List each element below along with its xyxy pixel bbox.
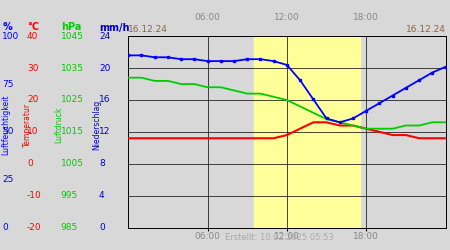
Text: 995: 995	[61, 191, 78, 200]
Text: %: %	[2, 22, 12, 32]
Text: 30: 30	[27, 64, 39, 72]
Text: °C: °C	[27, 22, 39, 32]
Text: -20: -20	[27, 223, 41, 232]
Text: 1005: 1005	[61, 159, 84, 168]
Bar	[254, 36, 360, 228]
Text: 100: 100	[2, 32, 19, 41]
Text: Erstellt: 10.02.2025 05:53: Erstellt: 10.02.2025 05:53	[225, 234, 333, 242]
Text: 06:00: 06:00	[194, 14, 220, 22]
Text: Luftfeuchtigkeit: Luftfeuchtigkeit	[1, 95, 10, 155]
Text: 985: 985	[61, 223, 78, 232]
Text: 16.12.24: 16.12.24	[128, 25, 168, 34]
Text: 8: 8	[99, 159, 105, 168]
Text: 0: 0	[99, 223, 105, 232]
Text: 1035: 1035	[61, 64, 84, 72]
Text: 20: 20	[27, 96, 38, 104]
Text: 0: 0	[27, 159, 33, 168]
Text: 1025: 1025	[61, 96, 84, 104]
Text: 1015: 1015	[61, 127, 84, 136]
Text: -10: -10	[27, 191, 42, 200]
Text: 75: 75	[2, 80, 14, 88]
Text: 1045: 1045	[61, 32, 84, 41]
Text: Luftdruck: Luftdruck	[54, 107, 63, 143]
Text: 50: 50	[2, 127, 14, 136]
Text: 18:00: 18:00	[353, 14, 379, 22]
Text: 12: 12	[99, 127, 110, 136]
Text: 4: 4	[99, 191, 104, 200]
Text: 24: 24	[99, 32, 110, 41]
Text: 20: 20	[99, 64, 110, 72]
Text: 10: 10	[27, 127, 39, 136]
Text: 12:00: 12:00	[274, 14, 300, 22]
Text: 0: 0	[2, 223, 8, 232]
Text: Temperatur: Temperatur	[22, 103, 32, 147]
Text: 40: 40	[27, 32, 38, 41]
Text: hPa: hPa	[61, 22, 81, 32]
Text: 25: 25	[2, 175, 13, 184]
Text: Niederschlag: Niederschlag	[92, 100, 101, 150]
Text: 16: 16	[99, 96, 111, 104]
Text: mm/h: mm/h	[99, 22, 130, 32]
Text: 16.12.24: 16.12.24	[405, 25, 446, 34]
